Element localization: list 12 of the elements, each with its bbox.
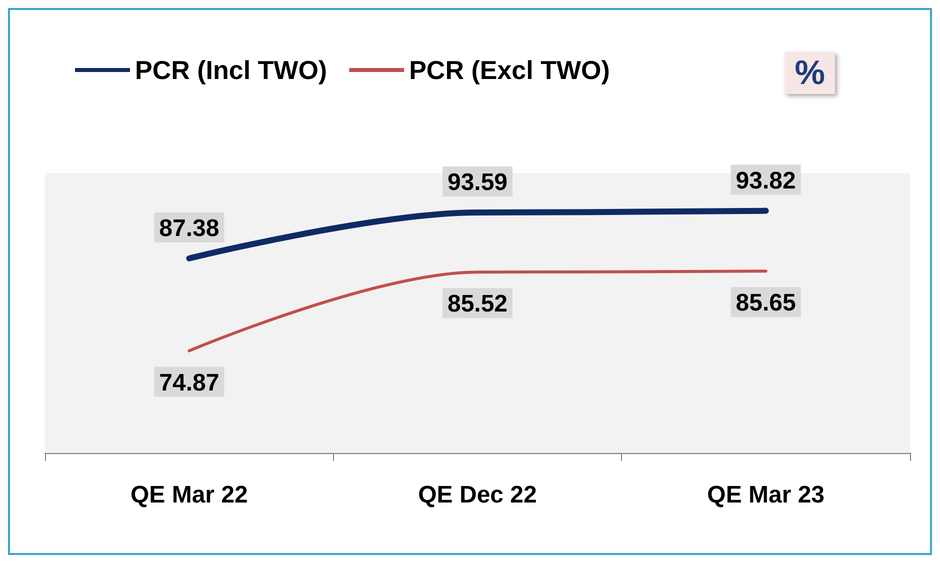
data-label: 93.59 — [447, 169, 508, 196]
x-tick-label: QE Mar 22 — [130, 482, 248, 508]
x-tick-label: QE Dec 22 — [418, 482, 537, 508]
data-label: 85.65 — [736, 290, 796, 317]
legend-label: PCR (Excl TWO) — [409, 55, 610, 85]
data-label: 93.82 — [736, 167, 796, 194]
data-label: 74.87 — [159, 369, 220, 396]
text: % — [794, 54, 826, 92]
legend-label: PCR (Incl TWO) — [135, 55, 328, 85]
x-tick-label: QE Mar 23 — [707, 482, 825, 508]
data-label: 87.38 — [159, 214, 220, 242]
data-label: 85.52 — [447, 290, 508, 318]
